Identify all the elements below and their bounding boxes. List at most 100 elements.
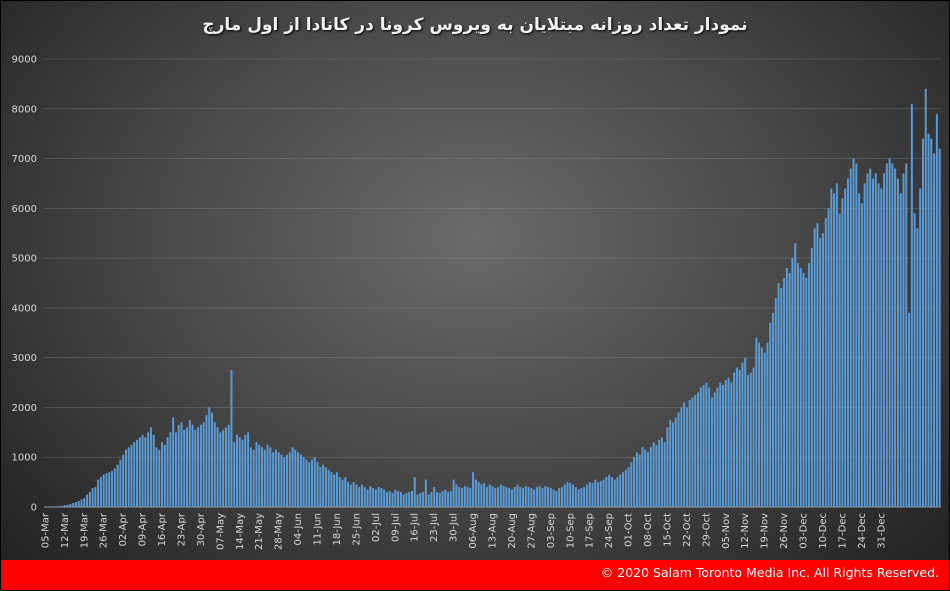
bar bbox=[222, 429, 225, 507]
y-tick-label: 5000 bbox=[12, 254, 37, 265]
x-tick-label: 02-Jul bbox=[371, 513, 382, 542]
y-tick-label: 8000 bbox=[12, 104, 37, 115]
bar bbox=[819, 238, 822, 507]
x-tick-label: 15-Oct bbox=[662, 513, 673, 547]
bar bbox=[602, 479, 605, 507]
x-tick-label: 03-Dec bbox=[799, 513, 810, 549]
bar bbox=[502, 486, 505, 507]
bar bbox=[477, 482, 480, 507]
bar bbox=[685, 407, 688, 507]
bar bbox=[885, 163, 888, 508]
bar bbox=[402, 494, 405, 507]
bar bbox=[738, 370, 741, 507]
bar bbox=[633, 457, 636, 507]
x-tick-label: 17-Sep bbox=[585, 513, 596, 548]
bar bbox=[816, 223, 819, 507]
bar bbox=[622, 472, 625, 507]
bar bbox=[794, 243, 797, 507]
bar bbox=[755, 337, 758, 507]
bar bbox=[399, 492, 402, 507]
bar bbox=[796, 263, 799, 507]
bar bbox=[258, 444, 261, 507]
bar bbox=[566, 482, 569, 507]
bar bbox=[227, 424, 230, 507]
bar bbox=[147, 432, 150, 507]
bar bbox=[224, 427, 227, 507]
y-tick-label: 9000 bbox=[12, 55, 37, 66]
bar bbox=[288, 452, 291, 507]
bar bbox=[474, 479, 477, 507]
bar bbox=[552, 489, 555, 507]
bar bbox=[705, 382, 708, 507]
bar bbox=[355, 484, 358, 507]
bar bbox=[330, 472, 333, 507]
bar bbox=[238, 437, 241, 507]
bar bbox=[888, 158, 891, 508]
bar bbox=[599, 481, 602, 507]
bar bbox=[560, 487, 563, 507]
bar bbox=[813, 228, 816, 507]
bar bbox=[130, 444, 133, 507]
bar bbox=[385, 492, 388, 507]
bar bbox=[74, 502, 77, 507]
bar bbox=[358, 487, 361, 507]
bar bbox=[424, 479, 427, 507]
bar bbox=[97, 479, 100, 507]
bar-series bbox=[44, 88, 941, 508]
bar bbox=[688, 399, 691, 507]
bar bbox=[583, 487, 586, 507]
bar bbox=[211, 412, 214, 507]
bar bbox=[280, 454, 283, 507]
bar bbox=[249, 447, 252, 507]
x-tick-label: 08-Oct bbox=[643, 513, 654, 547]
bar bbox=[716, 387, 719, 507]
bar bbox=[247, 432, 250, 507]
bar bbox=[869, 168, 872, 507]
bar bbox=[91, 488, 94, 507]
bar bbox=[166, 437, 169, 507]
bar bbox=[644, 449, 647, 507]
bar bbox=[877, 183, 880, 507]
bar bbox=[102, 474, 105, 507]
bar bbox=[497, 487, 500, 507]
bar bbox=[638, 454, 641, 507]
bar bbox=[760, 347, 763, 507]
bar bbox=[333, 474, 336, 507]
x-tick-label: 19-Nov bbox=[760, 513, 771, 549]
bar bbox=[824, 218, 827, 508]
x-tick-label: 16-Jul bbox=[410, 513, 421, 542]
bar bbox=[205, 414, 208, 507]
bar bbox=[169, 432, 172, 507]
bar bbox=[113, 468, 116, 507]
bar bbox=[119, 459, 122, 507]
bar bbox=[344, 477, 347, 507]
bar bbox=[72, 503, 75, 507]
bar bbox=[649, 447, 652, 507]
bar bbox=[324, 467, 327, 507]
bar bbox=[105, 473, 108, 507]
bar bbox=[430, 492, 433, 507]
bar bbox=[138, 437, 141, 507]
bar bbox=[769, 322, 772, 507]
bar bbox=[108, 472, 111, 507]
bar bbox=[241, 439, 244, 507]
bar bbox=[672, 422, 675, 507]
bar bbox=[647, 452, 650, 507]
bar bbox=[630, 462, 633, 507]
bar bbox=[572, 484, 575, 507]
bar bbox=[733, 372, 736, 507]
bar bbox=[588, 482, 591, 507]
bar bbox=[397, 491, 400, 507]
bar bbox=[708, 387, 711, 507]
bar bbox=[494, 488, 497, 507]
bar bbox=[713, 392, 716, 507]
x-tick-label: 23-Jul bbox=[429, 513, 440, 542]
bar bbox=[935, 113, 938, 507]
bar bbox=[86, 494, 89, 507]
bar bbox=[594, 479, 597, 507]
bar bbox=[919, 188, 922, 507]
bar bbox=[777, 283, 780, 507]
y-tick-label: 0 bbox=[31, 503, 37, 514]
bar bbox=[186, 427, 189, 507]
bar bbox=[66, 504, 69, 507]
